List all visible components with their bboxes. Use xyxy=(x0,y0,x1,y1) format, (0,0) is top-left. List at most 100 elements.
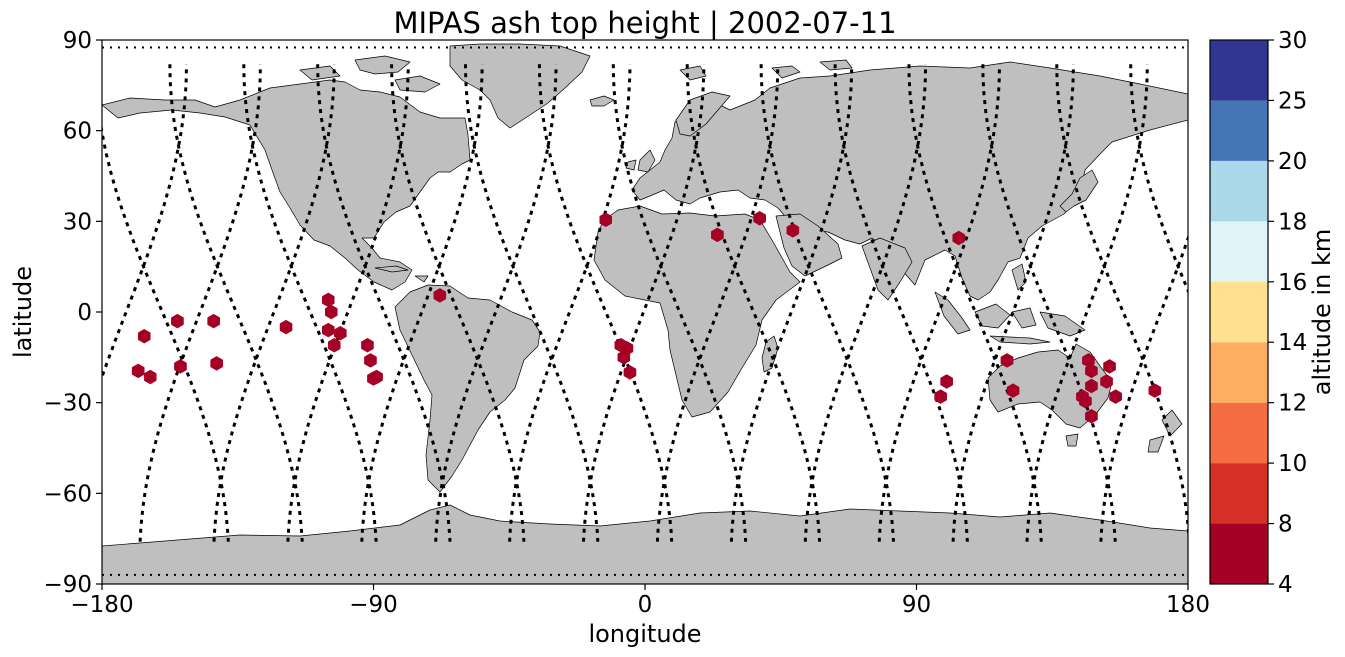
orbit-track-ascending xyxy=(138,64,262,542)
ash-marker xyxy=(370,369,383,385)
x-tick-label: 180 xyxy=(1166,592,1210,618)
ash-marker xyxy=(711,227,724,243)
madagascar xyxy=(761,335,779,373)
south-america xyxy=(394,284,541,493)
orbit-track-ascending xyxy=(729,64,854,542)
orbit-tracks xyxy=(102,46,1188,576)
orbit-track-ascending xyxy=(212,64,336,542)
orbit-track-ascending xyxy=(655,64,780,542)
ash-marker xyxy=(1000,353,1014,368)
ash-marker xyxy=(207,313,220,329)
orbit-track-ascending xyxy=(434,64,558,542)
colorbar-tick-label: 14 xyxy=(1278,330,1307,356)
y-tick-label: 0 xyxy=(77,300,92,326)
ash-marker xyxy=(1006,383,1020,398)
colorbar-segment xyxy=(1210,281,1268,343)
colorbar-label: altitude in km xyxy=(1308,229,1336,396)
ash-marker xyxy=(1109,389,1122,404)
colorbar-segment xyxy=(1210,402,1268,464)
ash-marker xyxy=(171,313,184,329)
colorbar-tick-label: 12 xyxy=(1278,391,1307,417)
ash-marker xyxy=(131,363,145,379)
ash-marker xyxy=(137,328,151,344)
africa xyxy=(593,205,801,418)
ash-marker xyxy=(1148,383,1162,398)
southeast-asia-islands xyxy=(934,263,1086,345)
y-tick-label: −30 xyxy=(43,391,92,417)
land-layer xyxy=(102,43,1188,584)
ash-marker xyxy=(1100,374,1113,389)
ash-marker xyxy=(1103,359,1116,374)
y-tick-label: −90 xyxy=(43,572,92,598)
orbit-track-ascending xyxy=(360,64,484,542)
colorbar-segment xyxy=(1210,100,1268,161)
ash-marker xyxy=(786,223,800,238)
colorbar-segment xyxy=(1210,40,1268,101)
orbit-track-ascending xyxy=(951,64,1075,542)
x-axis-ticks: −180 −90 0 90 180 xyxy=(70,584,1210,618)
tasmania xyxy=(1065,433,1079,447)
ash-marker xyxy=(620,341,634,356)
canadian-islands xyxy=(299,55,441,93)
ash-marker xyxy=(753,211,766,226)
chart-title: MIPAS ash top height | 2002-07-11 xyxy=(393,6,896,40)
colorbar-tick-label: 30 xyxy=(1278,28,1307,54)
colorbar-tick-label: 8 xyxy=(1278,512,1293,538)
japan xyxy=(1059,169,1099,213)
ash-marker xyxy=(1085,409,1098,424)
colorbar-segment xyxy=(1210,523,1268,584)
ash-marker xyxy=(279,319,293,335)
ash-marker xyxy=(364,353,377,368)
colorbar-tick-label: 4 xyxy=(1278,572,1293,598)
colorbar-tick-label: 20 xyxy=(1278,149,1307,175)
y-tick-label: 90 xyxy=(63,28,92,54)
orbit-track-ascending xyxy=(582,64,706,542)
x-tick-label: −90 xyxy=(349,592,398,618)
ash-marker xyxy=(361,337,374,353)
orbit-track-ascending xyxy=(803,64,927,542)
iceland xyxy=(589,95,615,107)
y-tick-label: 60 xyxy=(63,119,92,145)
ash-marker xyxy=(952,230,966,246)
orbit-track-ascending xyxy=(877,64,1001,542)
ash-marker xyxy=(210,356,223,371)
x-tick-label: 0 xyxy=(638,592,653,618)
x-tick-label: −180 xyxy=(70,592,133,618)
ash-marker xyxy=(321,322,335,338)
india xyxy=(861,237,913,301)
colorbar-tick-label: 25 xyxy=(1278,88,1307,114)
orbit-track-ascending xyxy=(286,64,410,542)
ash-marker xyxy=(934,389,947,404)
ash-marker xyxy=(1085,378,1098,394)
new-zealand xyxy=(1147,409,1183,453)
colorbar-tick-label: 18 xyxy=(1278,209,1307,235)
colorbar-tick-label: 10 xyxy=(1278,451,1307,477)
colorbar-segment xyxy=(1210,463,1268,524)
colorbar-tick-label: 16 xyxy=(1278,270,1307,296)
ash-marker xyxy=(940,374,953,389)
ash-marker xyxy=(433,288,447,303)
ash-marker xyxy=(324,304,338,320)
colorbar-segment xyxy=(1210,342,1268,403)
y-axis-label: latitude xyxy=(9,266,37,358)
ash-marker xyxy=(623,365,637,380)
antarctica xyxy=(102,504,1188,584)
caribbean-islands xyxy=(374,265,429,283)
orbit-track-ascending xyxy=(102,64,188,382)
x-axis-label: longitude xyxy=(588,620,701,648)
greenland xyxy=(449,43,591,129)
y-axis-ticks: −90 −60 −30 0 30 60 90 xyxy=(43,28,102,598)
ash-markers xyxy=(131,211,1162,424)
map-panel xyxy=(102,40,1188,584)
ash-marker xyxy=(174,359,187,374)
australia xyxy=(987,343,1113,429)
colorbar-frame xyxy=(1209,39,1269,585)
ash-marker xyxy=(599,212,613,228)
x-tick-label: 90 xyxy=(902,592,931,618)
ash-marker xyxy=(327,337,341,353)
ash-marker xyxy=(1085,363,1098,379)
y-tick-label: 30 xyxy=(63,209,92,235)
colorbar-segment xyxy=(1210,221,1268,282)
colorbar-segment xyxy=(1210,160,1268,222)
